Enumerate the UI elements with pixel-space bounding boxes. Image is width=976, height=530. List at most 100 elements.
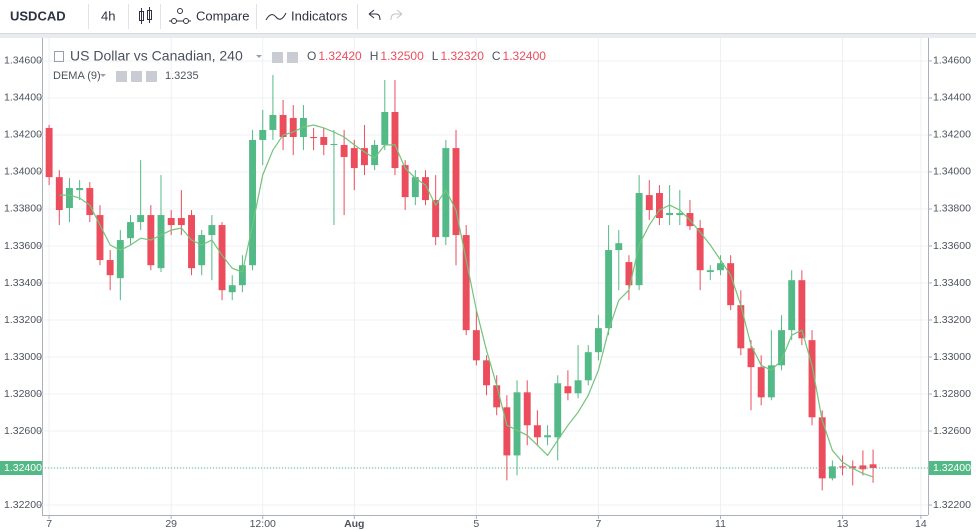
candle-body	[289, 117, 297, 137]
ohlc-values: O 1.32420 H 1.32500 L 1.32320 C 1.32400	[307, 49, 546, 63]
candle-body	[564, 386, 572, 394]
undo-button[interactable]	[368, 9, 381, 21]
y-tick-label: 1.33600	[4, 240, 42, 252]
candle-body	[645, 195, 653, 211]
ohlc-value: 1.32320	[440, 49, 484, 63]
indicators-button[interactable]: Indicators	[291, 8, 348, 23]
candle-body	[381, 112, 389, 145]
x-tick-label: 12:00	[250, 518, 276, 530]
indicator-value: 1.3235	[165, 70, 199, 82]
candle-body	[808, 340, 816, 418]
ohlc-label: O	[307, 49, 316, 63]
candle-body	[788, 280, 796, 331]
y-tick-label: 1.32800	[933, 388, 971, 400]
title-caret[interactable]	[256, 55, 262, 58]
last-price-label: 1.32400	[4, 462, 42, 474]
candle-body	[228, 285, 236, 293]
indicator-line	[59, 124, 874, 478]
candle-body	[310, 136, 318, 139]
y-tick-label: 1.32600	[933, 425, 971, 437]
y-tick-label: 1.33600	[933, 240, 971, 252]
candle-body	[116, 240, 124, 279]
candle-body	[544, 435, 552, 438]
candle-body	[269, 114, 277, 130]
x-tick-label: 29	[165, 518, 177, 530]
candle-body	[717, 263, 724, 271]
symbol[interactable]: USDCAD	[10, 8, 66, 23]
indicator-settings[interactable]	[131, 71, 142, 82]
indicator-remove[interactable]	[146, 71, 157, 82]
candle-body	[605, 250, 613, 329]
interval[interactable]: 4h	[101, 8, 115, 23]
grid	[42, 38, 928, 515]
candle-body	[676, 213, 684, 216]
y-tick-label: 1.33800	[933, 203, 971, 215]
redo-button[interactable]	[390, 9, 403, 21]
candle-body	[411, 177, 419, 198]
candle-body	[472, 330, 480, 361]
candle-body	[249, 139, 257, 266]
candle-body	[259, 129, 267, 140]
candle-body	[483, 360, 490, 386]
indicator-caret[interactable]	[100, 74, 106, 77]
y-tick-label: 1.33000	[933, 351, 971, 363]
indicators-icon[interactable]	[265, 12, 287, 21]
candle-body	[625, 262, 633, 286]
candle-body	[706, 270, 714, 273]
series	[42, 75, 928, 491]
candle-body	[350, 148, 358, 169]
chart-title: US Dollar vs Canadian, 240	[70, 48, 243, 64]
y-tick-label: 1.34600	[933, 55, 971, 67]
candle-body	[523, 392, 531, 426]
candle-body	[747, 348, 755, 368]
candle-body	[177, 218, 185, 226]
legend-collapse-icon[interactable]	[54, 51, 64, 62]
y-tick-label: 1.34600	[4, 55, 42, 67]
candle-body	[839, 466, 847, 468]
candle-body	[778, 330, 785, 366]
y-tick-label: 1.34200	[4, 129, 42, 141]
toolbar-bg	[0, 0, 976, 33]
y-tick-label: 1.34200	[933, 129, 971, 141]
candle-body	[401, 165, 409, 198]
y-tick-label: 1.32800	[4, 388, 42, 400]
candle-body	[727, 263, 735, 306]
candle-body	[869, 464, 877, 469]
y-tick-label: 1.33400	[4, 277, 42, 289]
candle-body	[655, 193, 663, 219]
x-tick-label: 5	[473, 518, 479, 530]
candle-body	[167, 218, 175, 226]
indicator-eye[interactable]	[116, 71, 127, 82]
candle-body	[574, 380, 582, 394]
x-tick-label: Aug	[344, 518, 364, 530]
candle-body	[533, 425, 541, 438]
ohlc-value: 1.32500	[380, 49, 424, 63]
candle-body	[330, 144, 338, 146]
candle-body	[615, 243, 623, 251]
compare-button[interactable]: Compare	[196, 8, 249, 23]
candle-body	[66, 188, 73, 209]
candle-body	[594, 328, 602, 353]
candle-body	[635, 193, 643, 286]
candle-body	[391, 112, 399, 169]
candle-body	[767, 365, 775, 398]
indicator-name: DEMA (9)	[53, 70, 101, 82]
chart-style-icon[interactable]	[139, 7, 152, 24]
candle-body	[208, 225, 216, 236]
candle-body	[198, 235, 206, 266]
y-tick-label: 1.34400	[933, 92, 971, 104]
compare-icon[interactable]	[169, 8, 191, 24]
candle-body	[503, 407, 511, 456]
legend-eye[interactable]	[272, 52, 283, 63]
candle-body	[462, 235, 470, 331]
candle-body	[320, 136, 328, 145]
candle-body	[696, 228, 704, 271]
candle-body	[188, 215, 195, 269]
y-tick-label: 1.34000	[4, 166, 42, 178]
legend-settings[interactable]	[287, 52, 298, 63]
candle-body	[55, 177, 63, 211]
plot-area	[42, 38, 928, 515]
legend: US Dollar vs Canadian, 240 O 1.32420 H 1.32…	[53, 48, 546, 82]
y-tick-label: 1.34000	[933, 166, 971, 178]
candle-body	[238, 265, 246, 286]
